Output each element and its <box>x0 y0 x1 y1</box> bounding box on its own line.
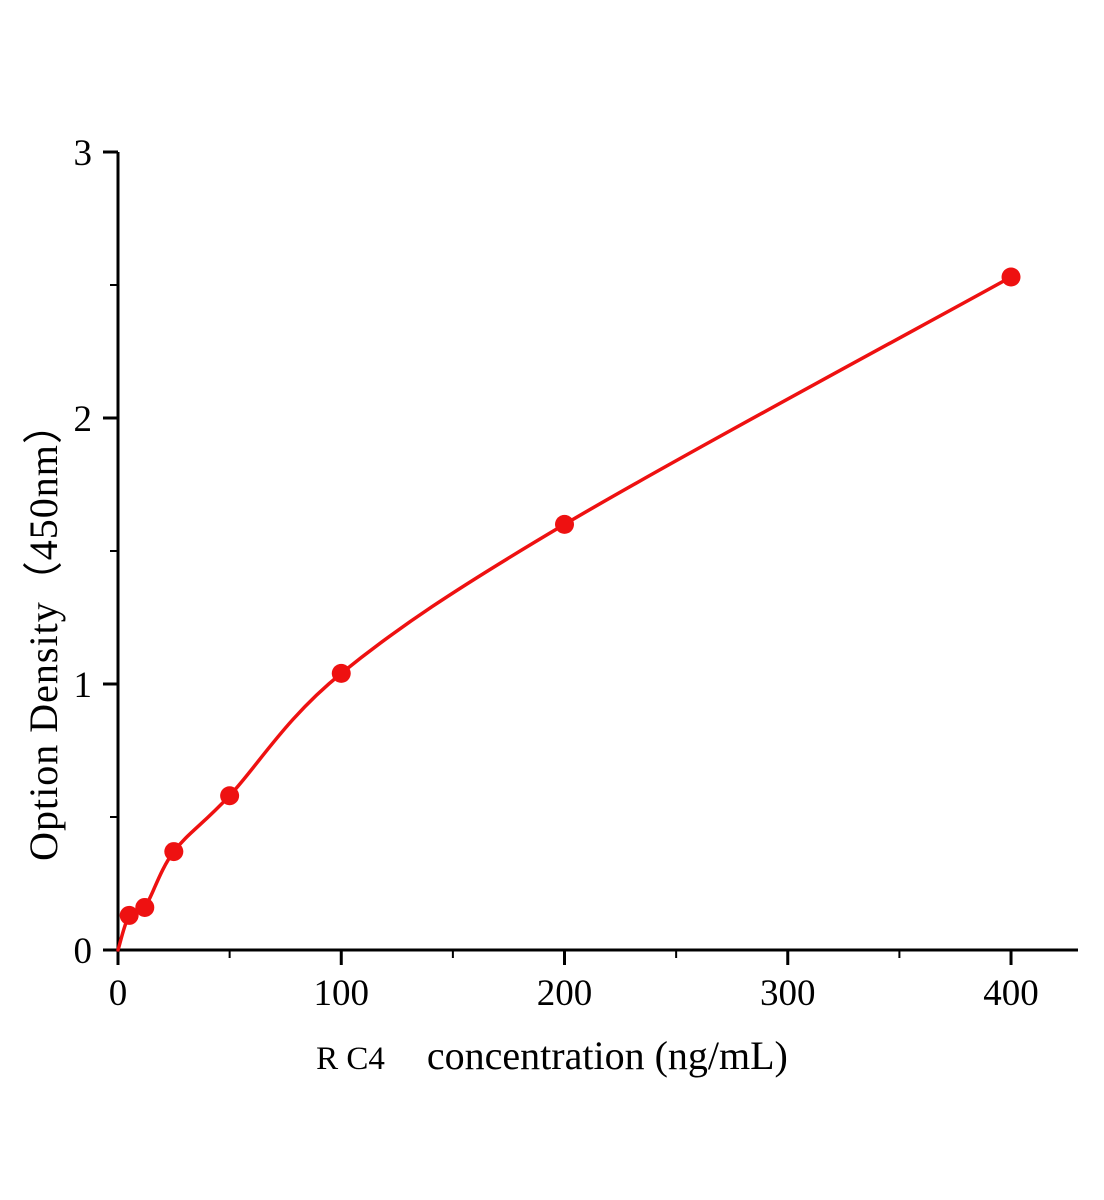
data-point <box>555 514 575 534</box>
y-tick-label: 2 <box>74 399 93 440</box>
y-axis-title: Option Density（450nm） <box>21 403 66 861</box>
x-axis-title-main: concentration (ng/mL) <box>426 1033 788 1078</box>
data-point <box>1001 267 1021 287</box>
data-point <box>164 842 184 862</box>
x-axis-title-prefix: R C4 <box>316 1041 385 1077</box>
fit-curve <box>116 275 1013 952</box>
x-tick-label: 0 <box>109 973 128 1014</box>
x-axis-title: R C4 concentration (ng/mL) <box>0 1032 1104 1079</box>
y-tick-label: 1 <box>74 665 93 706</box>
x-tick-label: 100 <box>314 973 370 1014</box>
data-point <box>331 663 351 683</box>
x-tick-label: 200 <box>537 973 593 1014</box>
x-tick-label: 400 <box>983 973 1039 1014</box>
data-point <box>119 905 139 925</box>
y-tick-label: 3 <box>74 133 93 174</box>
data-point <box>135 897 155 917</box>
x-tick-label: 300 <box>760 973 816 1014</box>
data-point <box>220 786 240 806</box>
y-tick-label: 0 <box>74 931 93 972</box>
